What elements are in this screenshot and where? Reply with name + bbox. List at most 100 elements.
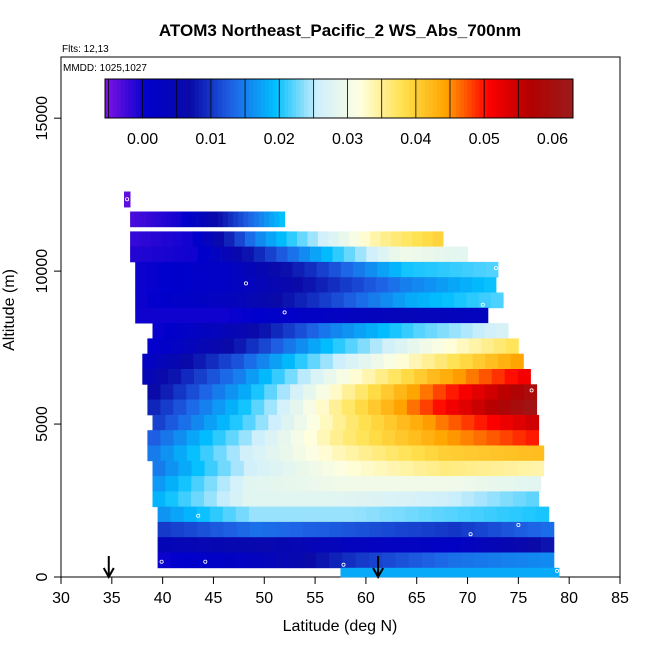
heatmap-cell bbox=[517, 445, 531, 462]
heatmap-cell bbox=[485, 353, 499, 370]
heatmap-cell bbox=[277, 384, 291, 400]
heatmap-cell bbox=[319, 292, 332, 309]
heatmap-cell bbox=[413, 323, 426, 339]
heatmap-cell bbox=[186, 399, 200, 416]
heatmap-cell bbox=[209, 338, 222, 355]
heatmap-cell bbox=[276, 307, 289, 324]
heatmap-cell bbox=[382, 537, 396, 553]
heatmap-cell bbox=[491, 369, 505, 385]
heatmap-cell bbox=[332, 414, 346, 431]
heatmap-cell bbox=[434, 353, 448, 370]
heatmap-cell bbox=[303, 399, 317, 416]
heatmap-cell bbox=[207, 369, 221, 385]
heatmap-cell bbox=[472, 323, 485, 339]
heatmap-cell bbox=[461, 491, 475, 508]
heatmap-cell bbox=[265, 231, 277, 248]
heatmap-cell bbox=[355, 552, 370, 569]
heatmap-cell bbox=[140, 231, 152, 248]
heatmap-cell bbox=[380, 292, 394, 309]
heatmap-cell bbox=[432, 399, 447, 416]
heatmap-cell bbox=[210, 537, 224, 553]
heatmap-cell bbox=[173, 445, 188, 462]
heatmap-cell bbox=[351, 277, 365, 293]
colorbar-swatch bbox=[151, 79, 157, 118]
colorbar-swatch bbox=[296, 79, 301, 118]
colorbar-swatch bbox=[440, 79, 445, 118]
heatmap-cell bbox=[349, 369, 363, 385]
heatmap-cell bbox=[264, 384, 278, 400]
colorbar-swatch bbox=[276, 79, 281, 118]
colorbar-swatch bbox=[378, 79, 383, 118]
heatmap-cell bbox=[329, 399, 343, 416]
heatmap-cell bbox=[244, 231, 256, 248]
heatmap-cell bbox=[204, 460, 218, 477]
heatmap-cell bbox=[238, 399, 252, 416]
y-tick-label: 15000 bbox=[34, 96, 51, 141]
heatmap-cell bbox=[458, 399, 473, 416]
heatmap-cell bbox=[196, 292, 210, 309]
heatmap-cell bbox=[307, 414, 321, 431]
heatmap-cell bbox=[235, 323, 248, 339]
heatmap-cell bbox=[395, 537, 409, 553]
heatmap-cell bbox=[178, 491, 192, 508]
heatmap-cell bbox=[268, 414, 282, 431]
heatmap-cell bbox=[271, 338, 284, 355]
sample-point bbox=[555, 568, 560, 573]
heatmap-cell bbox=[435, 567, 443, 578]
heatmap-cell bbox=[500, 491, 514, 508]
heatmap-cell bbox=[299, 307, 312, 324]
heatmap-cell bbox=[297, 369, 311, 385]
colorbar-swatch bbox=[120, 79, 125, 118]
heatmap-cell bbox=[172, 292, 185, 309]
heatmap-cell bbox=[255, 277, 268, 293]
colorbar bbox=[104, 78, 574, 119]
heatmap-cell bbox=[473, 430, 487, 446]
heatmap-cell bbox=[447, 430, 461, 446]
heatmap-cell bbox=[369, 567, 378, 578]
heatmap-cell bbox=[356, 430, 370, 446]
heatmap-cell bbox=[506, 338, 519, 355]
heatmap-cell bbox=[366, 246, 378, 263]
sample-points bbox=[125, 197, 560, 573]
heatmap-cell bbox=[355, 246, 367, 263]
heatmap-cell bbox=[368, 384, 382, 400]
heatmap-cell bbox=[216, 414, 231, 431]
colorbar-swatch bbox=[237, 79, 242, 118]
heatmap-cell bbox=[243, 277, 256, 293]
colorbar-swatch bbox=[530, 79, 535, 118]
heatmap-cell bbox=[316, 552, 330, 569]
x-axis: 30 35 40 45 50 55 60 65 70 75 80 85 bbox=[52, 577, 629, 607]
colorbar-swatch bbox=[179, 79, 184, 118]
heatmap-cell bbox=[142, 369, 156, 385]
heatmap-cell bbox=[359, 231, 371, 248]
heatmap-cell bbox=[484, 277, 497, 293]
heatmap-cell bbox=[221, 292, 234, 309]
heatmap-cell bbox=[170, 307, 183, 324]
heatmap-cell bbox=[159, 292, 173, 309]
heatmap-cell bbox=[379, 506, 393, 523]
heatmap-cell bbox=[230, 476, 244, 492]
heatmap-cell bbox=[277, 399, 291, 416]
heatmap-cell bbox=[255, 491, 269, 508]
heatmap-cell bbox=[165, 476, 179, 492]
heatmap-cell bbox=[320, 476, 334, 492]
heatmap-cell bbox=[208, 246, 221, 263]
heatmap-cell bbox=[223, 323, 236, 339]
heatmap-cell bbox=[147, 384, 161, 400]
y-axis-label: Altitude (m) bbox=[1, 269, 18, 351]
heatmap-cell bbox=[220, 246, 232, 263]
colorbar-swatch bbox=[241, 79, 246, 118]
heatmap-cell bbox=[159, 338, 173, 355]
heatmap-cell bbox=[476, 307, 489, 324]
heatmap-cell bbox=[290, 384, 304, 400]
heatmap-cell bbox=[397, 491, 411, 508]
heatmap-cell bbox=[219, 277, 232, 293]
heatmap-cell bbox=[176, 211, 182, 228]
x-tick-label: 40 bbox=[154, 590, 172, 607]
colorbar-swatch bbox=[222, 79, 227, 118]
heatmap-cell bbox=[316, 261, 330, 278]
heatmap-cell bbox=[276, 537, 291, 553]
heatmap-cell bbox=[184, 521, 198, 538]
colorbar-swatch bbox=[545, 79, 551, 118]
heatmap-cell bbox=[448, 521, 462, 538]
